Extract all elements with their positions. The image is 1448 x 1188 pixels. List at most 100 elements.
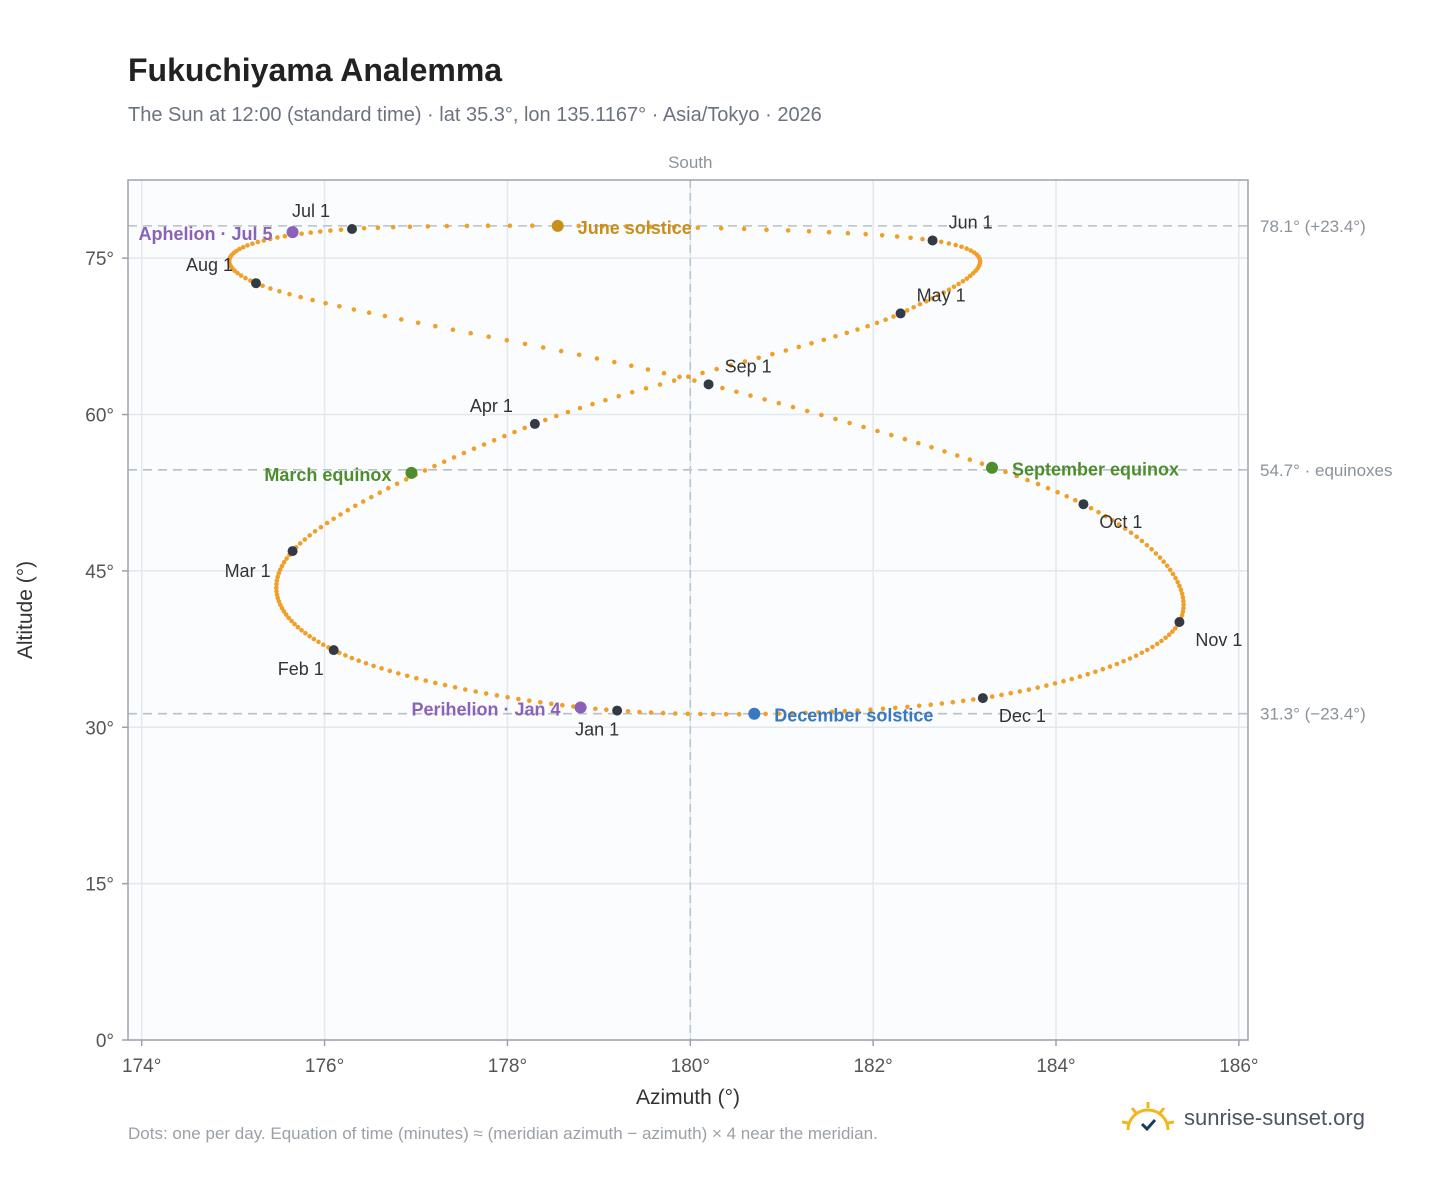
x-tick-label: 178° [488,1056,527,1077]
day-dot [999,692,1004,698]
day-dot [930,296,935,301]
page-subtitle: The Sun at 12:00 (standard time) · lat 3… [128,104,822,126]
day-dot [250,241,255,246]
day-dot [833,416,838,422]
day-dot [624,224,629,229]
day-dot [637,709,642,715]
day-dot [783,348,789,353]
day-dot [819,412,824,418]
day-dot [576,352,582,358]
day-dot [720,385,725,391]
day-dot [298,294,303,300]
day-dot [1139,650,1145,656]
day-dot [723,711,729,717]
day-dot [277,289,282,294]
day-dot [1044,683,1049,688]
day-dot [946,287,952,293]
day-dot [423,678,429,683]
day-dot [1181,606,1186,611]
day-dot [905,704,910,710]
day-dot [1178,587,1184,593]
day-dot [1149,547,1154,552]
day-dot [450,327,456,333]
day-dot [1128,530,1134,535]
day-dot [942,449,947,454]
day-dot [349,655,355,661]
day-dot [883,317,888,323]
day-dot [917,302,923,307]
day-dot [714,366,719,372]
day-dot [1122,526,1128,531]
day-dot [657,382,663,387]
day-dot [422,468,428,473]
day-dot [240,244,246,250]
x-tick-label: 176° [305,1056,344,1077]
event-markers: June solstice December solstice March equi… [139,218,1179,726]
day-dot [461,450,467,456]
day-dot [1100,666,1106,672]
plot-area [128,180,1248,1040]
reference-line-label: 54.7° · equinoxes [1260,461,1393,480]
day-dot [1121,658,1126,664]
day-dot [1052,681,1058,686]
day-dot [804,408,810,414]
x-tick-label: 184° [1036,1056,1075,1077]
brand-name[interactable]: sunrise-sunset.org [1184,1105,1365,1130]
brand[interactable]: sunrise-sunset.org [1120,1100,1365,1136]
day-dot [543,417,548,423]
day-dot [415,320,421,326]
day-dot [951,284,957,290]
day-dot [464,223,470,229]
day-dot [833,334,838,339]
day-dot [274,592,280,597]
day-dot [700,370,705,376]
day-dot [1154,641,1160,647]
month-label: Oct 1 [1099,512,1142,532]
day-dot [302,537,308,542]
day-dot [554,413,559,419]
day-dot [1173,575,1178,581]
day-dot [742,359,748,364]
day-dot [844,330,850,336]
x-tick-label: 174° [122,1056,161,1077]
month-marker [1078,499,1089,510]
day-dot [629,363,634,369]
day-dot [328,228,333,233]
day-dot [277,567,283,572]
day-dot [879,233,885,238]
day-dot [338,512,343,517]
y-tick-label: 45° [85,562,114,583]
day-dot [671,224,677,230]
day-dot [1069,676,1074,682]
day-dot [1003,469,1008,475]
day-dot [816,710,821,715]
day-dot [1103,513,1108,519]
day-dot [695,225,701,230]
day-dot [1045,485,1051,491]
day-dot [287,291,292,297]
day-dot [494,693,500,698]
day-dot [1159,638,1164,644]
day-dot [286,615,292,621]
day-dot [1073,497,1078,503]
x-axis-label: Azimuth (°) [636,1086,740,1109]
day-dot [442,682,448,688]
x-tick-label: 186° [1219,1056,1258,1077]
month-label: Feb 1 [278,659,324,679]
day-dot [1139,538,1145,544]
day-dot [967,457,973,462]
day-dot [1133,653,1139,658]
day-dot [310,297,315,303]
day-dot [396,671,401,676]
day-dot [281,560,287,565]
y-axis-label: Altitude (°) [14,561,37,659]
event-marker [286,226,299,239]
day-dot [763,711,768,717]
day-dot [321,642,326,647]
day-dot [245,243,250,248]
day-dot [343,653,348,658]
day-dot [268,236,273,242]
day-dot [1017,689,1023,694]
day-dot [363,661,369,666]
